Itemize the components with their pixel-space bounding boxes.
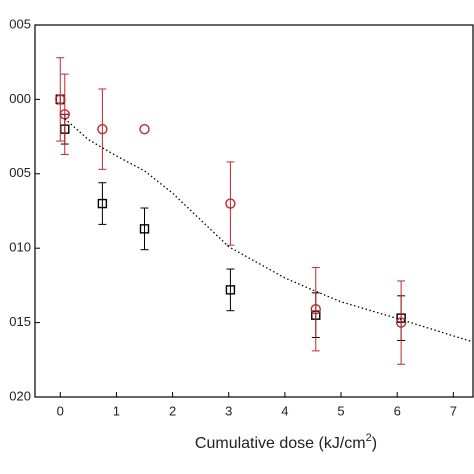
x-tick-label: 1 (113, 403, 120, 418)
y-tick-label: 000 (9, 91, 31, 106)
circle-marker (139, 123, 150, 135)
x-tick-label: 6 (394, 403, 401, 418)
x-label-end: ) (372, 435, 377, 452)
x-tick-label: 0 (57, 403, 64, 418)
x-axis-label: Cumulative dose (kJ/cm2) (195, 432, 377, 452)
y-tick-label: 005 (9, 16, 31, 31)
error-bar (60, 73, 69, 155)
circle-marker (97, 123, 108, 135)
y-tick-label: 020 (9, 388, 31, 403)
y-tick-label: 015 (9, 314, 31, 329)
error-bar (98, 88, 107, 170)
x-tick-label: 5 (337, 403, 344, 418)
x-label-sup: 2 (366, 432, 372, 444)
circle-marker (310, 304, 321, 315)
plot-frame (34, 24, 474, 398)
error-bar (98, 182, 107, 225)
x-tick-label: 3 (225, 403, 232, 418)
error-bar (140, 207, 149, 251)
circle-marker (225, 198, 236, 209)
square-marker (139, 224, 150, 234)
x-label-text: Cumulative dose (kJ/cm (195, 435, 366, 452)
x-tick-label: 4 (281, 403, 288, 418)
x-tick-label: 2 (169, 403, 176, 418)
error-bar (226, 268, 235, 312)
square-marker (97, 198, 108, 209)
error-bar (311, 267, 320, 352)
error-bar (226, 161, 235, 246)
fit-curve (64, 118, 474, 343)
y-tick-label: 010 (9, 240, 31, 255)
square-marker (225, 285, 236, 295)
error-bar (397, 280, 406, 365)
error-bar (56, 57, 65, 142)
circle-marker (395, 317, 407, 328)
x-tick-label: 7 (450, 403, 457, 418)
y-tick-label: 005 (9, 165, 31, 180)
